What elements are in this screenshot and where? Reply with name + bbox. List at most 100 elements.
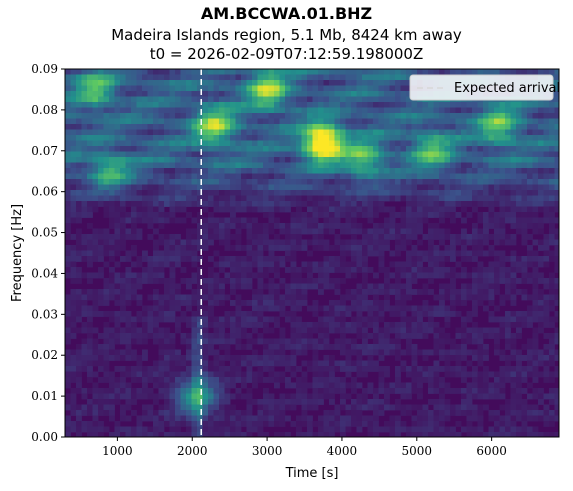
heatmap-cell (312, 146, 319, 152)
heatmap-cell (395, 239, 401, 246)
heatmap-cell (142, 327, 148, 334)
heatmap-cell (76, 74, 82, 81)
heatmap-cell (373, 223, 379, 229)
heatmap-cell (109, 184, 115, 191)
heatmap-cell (307, 74, 313, 81)
heatmap-cell (103, 91, 110, 97)
heatmap-cell (224, 432, 231, 437)
heatmap-cell (334, 256, 341, 262)
heatmap-cell (164, 113, 170, 119)
heatmap-cell (488, 69, 495, 75)
heatmap-cell (439, 426, 445, 433)
heatmap-cell (362, 415, 368, 422)
heatmap-cell (356, 85, 363, 92)
heatmap-cell (367, 217, 374, 224)
heatmap-cell (389, 234, 396, 240)
heatmap-cell (516, 69, 522, 75)
heatmap-cell (246, 140, 253, 147)
heatmap-cell (158, 311, 165, 317)
heatmap-cell (114, 388, 121, 394)
heatmap-cell (439, 267, 445, 273)
heatmap-cell (164, 157, 170, 163)
heatmap-cell (301, 300, 308, 306)
heatmap-cell (411, 360, 418, 367)
heatmap-cell (411, 305, 418, 312)
heatmap-cell (202, 366, 209, 372)
heatmap-cell (158, 338, 165, 345)
heatmap-cell (510, 410, 517, 416)
heatmap-cell (235, 184, 242, 191)
heatmap-cell (279, 415, 286, 422)
heatmap-cell (312, 124, 319, 130)
heatmap-cell (395, 118, 401, 125)
heatmap-cell (312, 190, 319, 196)
heatmap-cell (334, 85, 341, 92)
heatmap-cell (499, 267, 506, 273)
heatmap-cell (389, 173, 396, 180)
heatmap-cell (318, 322, 324, 328)
heatmap-cell (230, 69, 236, 75)
heatmap-cell (109, 333, 115, 339)
heatmap-cell (516, 162, 522, 169)
heatmap-cell (153, 267, 159, 273)
heatmap-cell (98, 69, 104, 75)
heatmap-cell (147, 190, 154, 196)
heatmap-cell (191, 74, 198, 81)
heatmap-cell (257, 206, 264, 213)
heatmap-cell (158, 118, 165, 125)
heatmap-cell (136, 124, 143, 130)
heatmap-cell (395, 404, 401, 411)
heatmap-cell (455, 107, 462, 114)
heatmap-cell (109, 173, 115, 180)
heatmap-cell (120, 206, 126, 213)
heatmap-cell (499, 223, 506, 229)
heatmap-cell (384, 399, 390, 405)
heatmap-cell (131, 377, 137, 383)
heatmap-cell (164, 404, 170, 411)
heatmap-cell (373, 80, 379, 86)
heatmap-cell (378, 140, 385, 147)
heatmap-cell (109, 91, 115, 97)
heatmap-cell (389, 344, 396, 350)
heatmap-cell (296, 151, 302, 158)
heatmap-cell (334, 415, 341, 422)
heatmap-cell (367, 135, 374, 141)
heatmap-cell (290, 272, 297, 279)
heatmap-cell (142, 146, 148, 152)
heatmap-cell (384, 102, 390, 108)
heatmap-cell (505, 173, 511, 180)
heatmap-cell (439, 300, 445, 306)
heatmap-cell (494, 118, 500, 125)
heatmap-cell (175, 190, 181, 196)
heatmap-cell (455, 250, 462, 257)
heatmap-cell (373, 151, 379, 158)
heatmap-cell (384, 96, 390, 103)
heatmap-cell (131, 393, 137, 400)
heatmap-cell (175, 157, 181, 163)
heatmap-cell (472, 162, 478, 169)
heatmap-cell (147, 135, 154, 141)
heatmap-cell (373, 283, 379, 290)
heatmap-cell (274, 223, 280, 229)
heatmap-cell (158, 91, 165, 97)
heatmap-cell (296, 179, 302, 185)
heatmap-cell (439, 261, 445, 268)
heatmap-cell (444, 316, 451, 323)
heatmap-cell (340, 322, 346, 328)
heatmap-cell (197, 179, 203, 185)
heatmap-cell (230, 382, 236, 389)
heatmap-cell (340, 146, 346, 152)
heatmap-cell (153, 338, 159, 345)
heatmap-cell (147, 415, 154, 422)
heatmap-cell (444, 283, 451, 290)
heatmap-cell (323, 432, 330, 437)
heatmap-cell (230, 261, 236, 268)
heatmap-cell (499, 201, 506, 207)
heatmap-cell (98, 344, 104, 350)
heatmap-cell (235, 234, 242, 240)
heatmap-cell (538, 135, 544, 141)
heatmap-cell (109, 245, 115, 251)
heatmap-cell (230, 245, 236, 251)
heatmap-cell (439, 388, 445, 394)
heatmap-cell (202, 322, 209, 328)
